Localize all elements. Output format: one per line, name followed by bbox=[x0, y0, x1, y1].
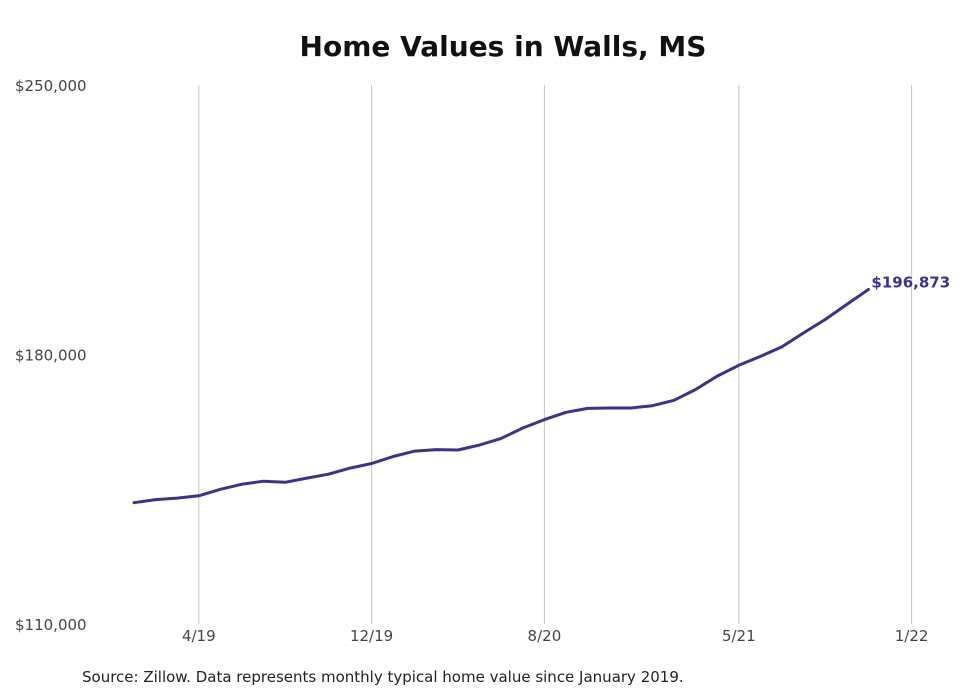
y-tick-label: $250,000 bbox=[15, 77, 87, 95]
y-axis-ticks: $110,000 $180,000 $250,000 bbox=[15, 77, 87, 634]
x-tick-label: 1/22 bbox=[895, 627, 929, 645]
x-tick-label: 8/20 bbox=[528, 627, 562, 645]
source-note: Source: Zillow. Data represents monthly … bbox=[82, 668, 684, 686]
y-tick-label: $180,000 bbox=[15, 347, 87, 365]
chart-title: Home Values in Walls, MS bbox=[299, 30, 707, 63]
x-tick-label: 12/19 bbox=[350, 627, 393, 645]
series-layer: $196,873 bbox=[132, 274, 950, 505]
y-tick-label: $110,000 bbox=[15, 616, 87, 634]
gridlines bbox=[198, 85, 913, 624]
end-value-label: $196,873 bbox=[871, 274, 950, 292]
x-tick-label: 5/21 bbox=[722, 627, 756, 645]
x-tick-label: 4/19 bbox=[182, 627, 216, 645]
x-axis-ticks: 4/19 12/19 8/20 5/21 1/22 bbox=[182, 627, 928, 645]
series-line bbox=[132, 288, 870, 505]
